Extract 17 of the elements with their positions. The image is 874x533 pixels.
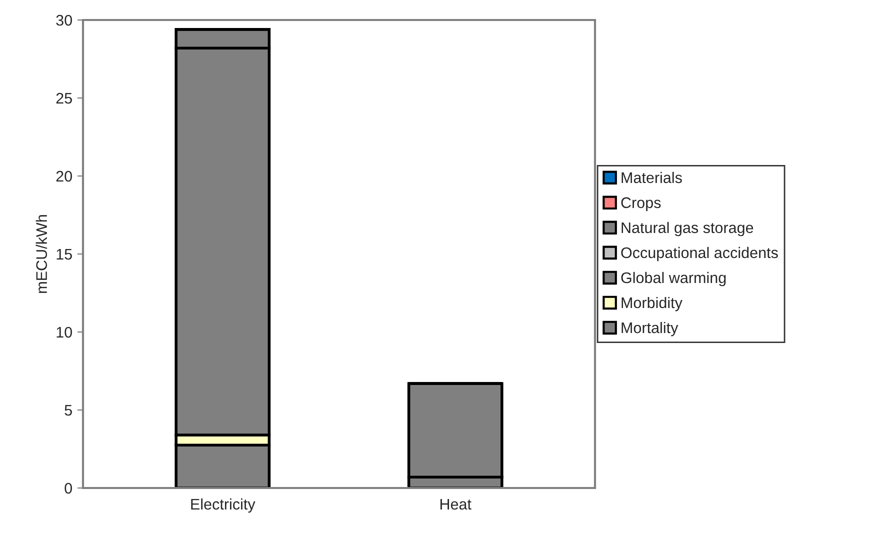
x-tick-label: Heat: [440, 498, 472, 510]
legend-label: Global warming: [621, 272, 726, 286]
y-tick-label: 0: [64, 482, 72, 494]
y-axis-title: mECU/kWh: [36, 215, 48, 293]
legend-label: Materials: [622, 172, 682, 184]
y-tick-label: 30: [56, 14, 72, 26]
y-tick-label: 15: [56, 249, 72, 260]
y-tick-label: 25: [56, 92, 72, 104]
y-tick-label: 10: [56, 326, 72, 338]
legend-label: Crops: [621, 197, 661, 212]
x-tick-label: Electricity: [191, 498, 256, 513]
legend-label: Morbidity: [622, 296, 682, 312]
legend-label: Mortality: [622, 322, 678, 336]
legend-label: Occupational accidents: [621, 246, 778, 262]
y-tick-label: 5: [64, 405, 72, 416]
y-tick-label: 20: [56, 170, 72, 182]
legend-label: Natural gas storage: [622, 222, 754, 236]
